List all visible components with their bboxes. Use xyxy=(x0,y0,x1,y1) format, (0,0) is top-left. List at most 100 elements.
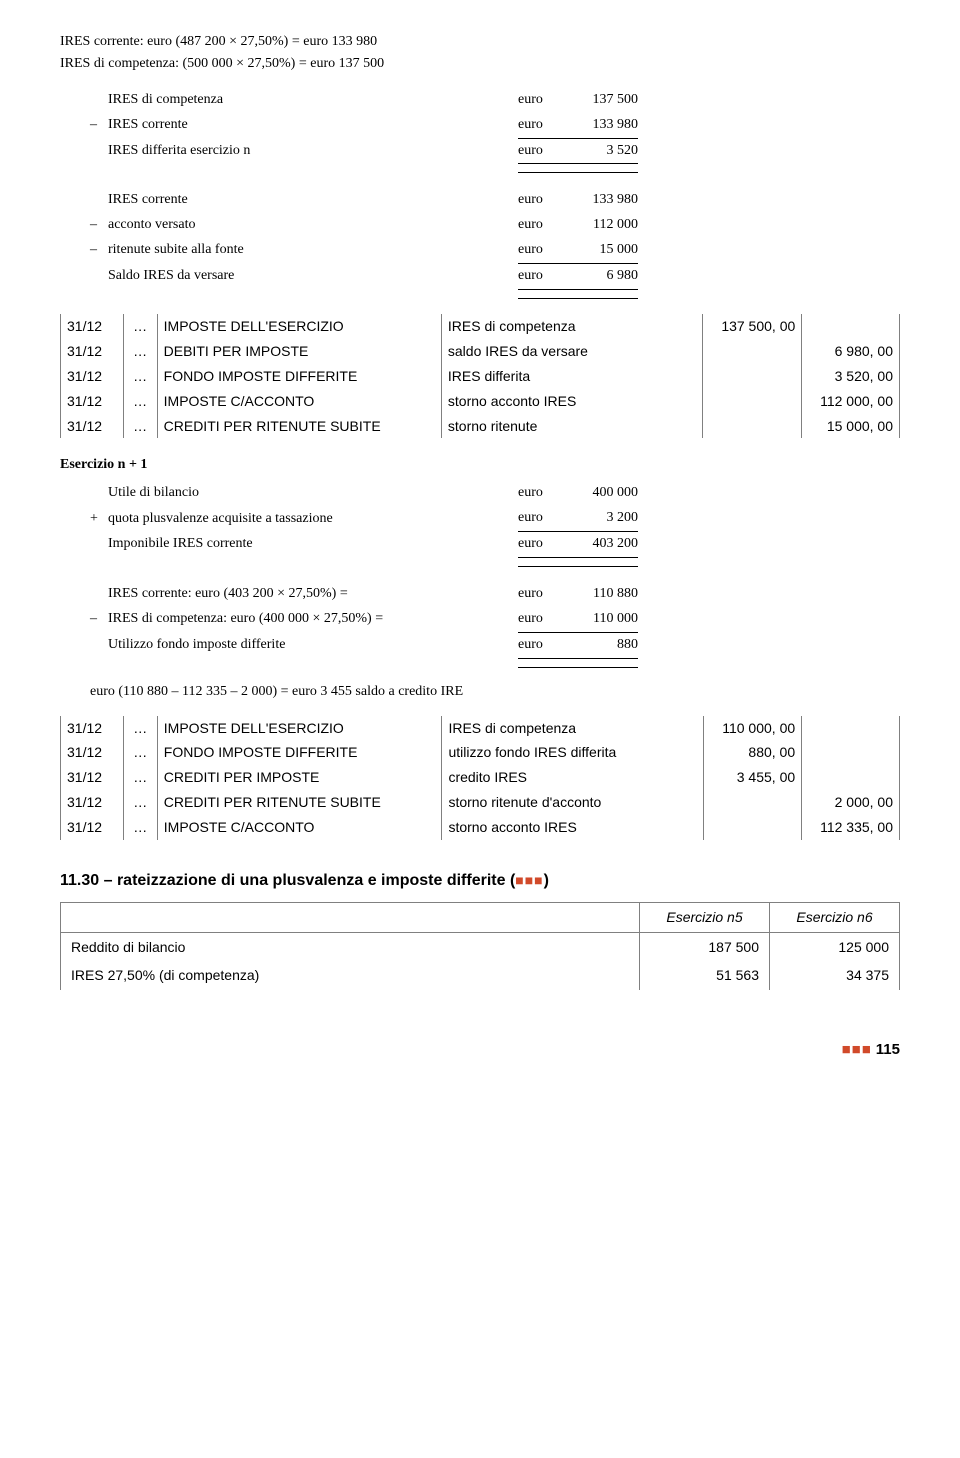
footer-squares-icon: ■■■ xyxy=(842,1041,872,1058)
journal-dots: … xyxy=(123,314,157,339)
section-1130-heading: 11.30 – rateizzazione di una plusvalenza… xyxy=(60,870,900,892)
calc-label: acconto versato xyxy=(108,213,518,238)
journal-credit: 15 000, 00 xyxy=(802,414,900,439)
calc-currency: euro xyxy=(518,481,558,506)
journal-date: 31/12 xyxy=(61,765,124,790)
calc-sign xyxy=(90,138,108,164)
calc-sign xyxy=(90,582,108,607)
journal-date: 31/12 xyxy=(61,364,124,389)
calc-sign xyxy=(90,632,108,658)
calc-currency: euro xyxy=(518,632,558,658)
journal-credit: 2 000, 00 xyxy=(802,790,900,815)
journal-desc: credito IRES xyxy=(442,765,704,790)
journal-account: IMPOSTE C/ACCONTO xyxy=(157,815,442,840)
calc-row: IRES corrente: euro (403 200 × 27,50%) =… xyxy=(90,582,638,607)
journal-desc: saldo IRES da versare xyxy=(441,339,703,364)
comp-val-1: 187 500 xyxy=(640,932,770,961)
comp-head-1: Esercizio n5 xyxy=(640,902,770,932)
intro-line2: IRES di competenza: (500 000 × 27,50%) =… xyxy=(60,55,900,74)
journal-desc: storno acconto IRES xyxy=(442,815,704,840)
journal-desc: IRES di competenza xyxy=(441,314,703,339)
calc-sign xyxy=(90,481,108,506)
calc-double-rule xyxy=(90,658,638,665)
journal-debit xyxy=(703,389,802,414)
calc-label: ritenute subite alla fonte xyxy=(108,238,518,263)
calc-double-rule xyxy=(90,164,638,171)
calc-sign: – xyxy=(90,113,108,138)
calc-value: 400 000 xyxy=(558,481,638,506)
comp-label: Reddito di bilancio xyxy=(61,932,640,961)
journal-account: IMPOSTE DELL'ESERCIZIO xyxy=(157,314,441,339)
comp-val-1: 51 563 xyxy=(640,961,770,990)
comp-head-empty xyxy=(61,902,640,932)
journal-account: FONDO IMPOSTE DIFFERITE xyxy=(157,364,441,389)
journal-dots: … xyxy=(123,740,157,765)
calc-value: 110 000 xyxy=(558,607,638,632)
journal-row: 31/12…IMPOSTE C/ACCONTOstorno acconto IR… xyxy=(61,815,900,840)
journal-account: CREDITI PER IMPOSTE xyxy=(157,765,442,790)
journal-debit: 880, 00 xyxy=(704,740,802,765)
calc-table-1: IRES di competenzaeuro137 500–IRES corre… xyxy=(90,88,638,171)
journal-dots: … xyxy=(123,364,157,389)
calc-currency: euro xyxy=(518,113,558,138)
journal-row: 31/12…CREDITI PER IMPOSTEcredito IRES3 4… xyxy=(61,765,900,790)
calc-label: IRES di competenza: euro (400 000 × 27,5… xyxy=(108,607,518,632)
journal-date: 31/12 xyxy=(61,339,124,364)
calc-table-B: IRES corrente: euro (403 200 × 27,50%) =… xyxy=(90,582,638,665)
calc-row: –ritenute subite alla fonteeuro15 000 xyxy=(90,238,638,263)
journal-row: 31/12…DEBITI PER IMPOSTEsaldo IRES da ve… xyxy=(61,339,900,364)
journal-debit: 137 500, 00 xyxy=(703,314,802,339)
calc-sum-row: Utilizzo fondo imposte differiteeuro880 xyxy=(90,632,638,658)
calc-row: –IRES di competenza: euro (400 000 × 27,… xyxy=(90,607,638,632)
journal-row: 31/12…IMPOSTE DELL'ESERCIZIOIRES di comp… xyxy=(61,314,900,339)
journal-dots: … xyxy=(123,389,157,414)
comp-val-2: 34 375 xyxy=(770,961,900,990)
journal-debit xyxy=(703,364,802,389)
journal-desc: storno ritenute xyxy=(441,414,703,439)
journal-desc: utilizzo fondo IRES differita xyxy=(442,740,704,765)
journal-account: CREDITI PER RITENUTE SUBITE xyxy=(157,790,442,815)
journal-desc: storno acconto IRES xyxy=(441,389,703,414)
section-number: 11.30 xyxy=(60,872,99,889)
journal-credit xyxy=(802,740,900,765)
journal-date: 31/12 xyxy=(61,740,124,765)
calc-value: 110 880 xyxy=(558,582,638,607)
journal-dots: … xyxy=(123,339,157,364)
calc-sign xyxy=(90,264,108,290)
calc-currency: euro xyxy=(518,582,558,607)
calc-currency: euro xyxy=(518,607,558,632)
journal-table-1: 31/12…IMPOSTE DELL'ESERCIZIOIRES di comp… xyxy=(60,314,900,438)
exercise-title: Esercizio n + 1 xyxy=(60,456,900,475)
journal-debit: 3 455, 00 xyxy=(704,765,802,790)
calc-row: –IRES correnteeuro133 980 xyxy=(90,113,638,138)
calc-value: 15 000 xyxy=(558,238,638,263)
calc-sign xyxy=(90,532,108,558)
calc-sum-label: Imponibile IRES corrente xyxy=(108,532,518,558)
journal-dots: … xyxy=(123,790,157,815)
calc-value: 133 980 xyxy=(558,113,638,138)
calc-label: IRES corrente: euro (403 200 × 27,50%) = xyxy=(108,582,518,607)
calc-sum-value: 880 xyxy=(558,632,638,658)
calc-value: 3 200 xyxy=(558,506,638,531)
journal-dots: … xyxy=(123,815,157,840)
journal-debit: 110 000, 00 xyxy=(704,716,802,741)
page-number: 115 xyxy=(876,1041,900,1058)
journal-account: CREDITI PER RITENUTE SUBITE xyxy=(157,414,441,439)
calc-currency: euro xyxy=(518,532,558,558)
comp-row: IRES 27,50% (di competenza)51 56334 375 xyxy=(61,961,900,990)
calc-value: 133 980 xyxy=(558,188,638,213)
calc-label: quota plusvalenze acquisite a tassazione xyxy=(108,506,518,531)
calc-row: +quota plusvalenze acquisite a tassazion… xyxy=(90,506,638,531)
calc-sign: – xyxy=(90,607,108,632)
journal-row: 31/12…CREDITI PER RITENUTE SUBITEstorno … xyxy=(61,414,900,439)
calc-sum-value: 3 520 xyxy=(558,138,638,164)
comp-label: IRES 27,50% (di competenza) xyxy=(61,961,640,990)
calc-row: IRES correnteeuro133 980 xyxy=(90,188,638,213)
calc-label: Utile di bilancio xyxy=(108,481,518,506)
calc-sum-row: IRES differita esercizio neuro3 520 xyxy=(90,138,638,164)
calc-double-rule xyxy=(90,558,638,565)
calc-sign: – xyxy=(90,213,108,238)
section-title-close: ) xyxy=(544,872,549,889)
calc-label: IRES corrente xyxy=(108,113,518,138)
journal-credit xyxy=(802,314,900,339)
